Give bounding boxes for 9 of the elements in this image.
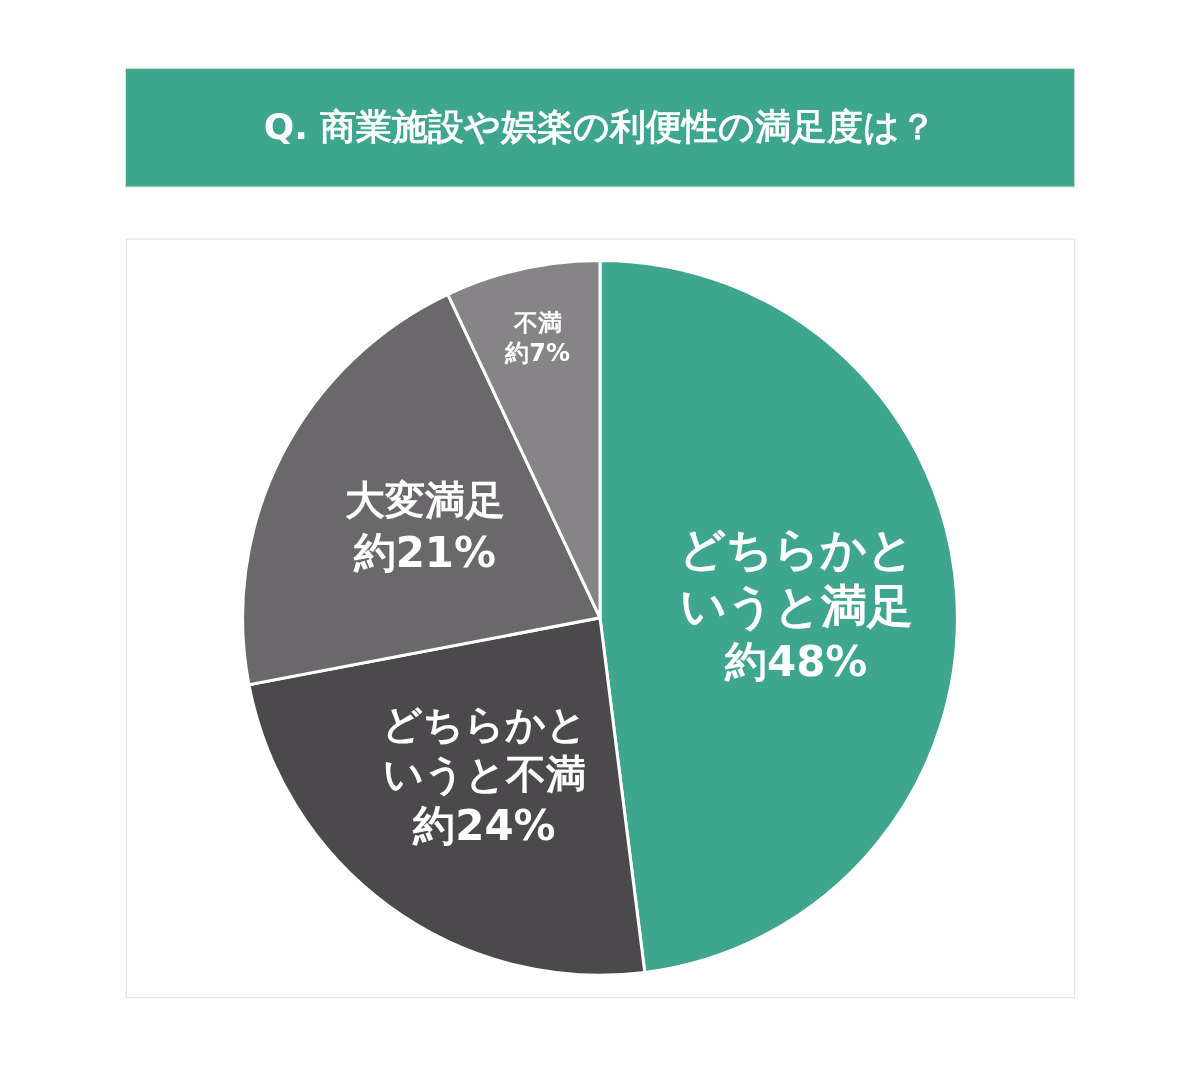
slice-label: 大変満足 — [344, 477, 505, 524]
chart-title: Q. 商業施設や娯楽の利便性の満足度は？ — [263, 105, 937, 147]
data-label: 約48% — [724, 636, 868, 686]
slice-label: どちらかというと不満 — [381, 700, 587, 797]
data-label: 約7% — [504, 338, 570, 367]
data-label: 約24% — [412, 800, 556, 850]
data-label: 約21% — [352, 527, 497, 577]
slice-label: どちらかというと満足 — [678, 521, 914, 633]
slice-label: 不満 — [512, 308, 562, 337]
